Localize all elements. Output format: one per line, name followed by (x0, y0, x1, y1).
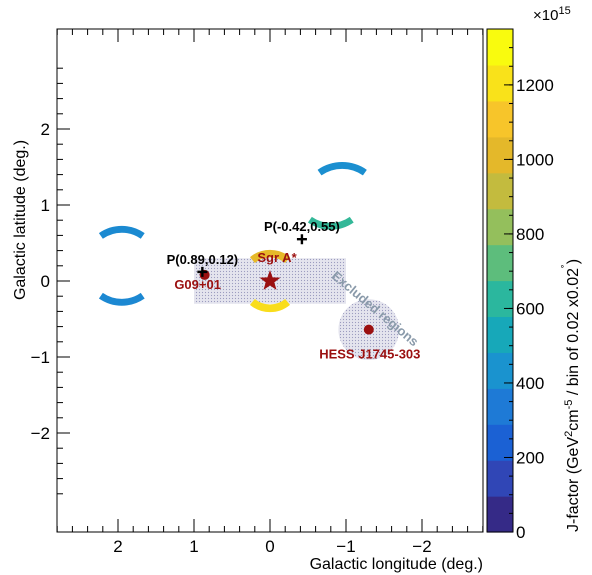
x-tick-label: 2 (113, 537, 122, 556)
colorbar-bin (487, 208, 513, 246)
source-marker (363, 324, 374, 335)
colorbar-tick-label: 600 (516, 299, 544, 318)
colorbar-bin (487, 100, 513, 138)
x-axis-title: Galactic longitude (deg.) (310, 556, 483, 573)
point-label: P(0.89,0.12) (167, 252, 239, 267)
y-tick-label: 0 (41, 272, 50, 291)
point-marker (296, 234, 307, 245)
colorbar-bin (487, 29, 513, 66)
point-label: P(-0.42,0.55) (264, 219, 340, 234)
roi-ring-bottom (249, 298, 291, 313)
roi-arc-upper-right (317, 162, 367, 176)
colorbar-tick-label: 200 (516, 448, 544, 467)
colorbar-bin (487, 136, 513, 174)
y-tick-label: 1 (41, 196, 50, 215)
colorbar-tick-label: 1200 (516, 76, 554, 95)
colorbar-frame (486, 28, 514, 533)
y-tick-label: −1 (31, 348, 50, 367)
sgr-a-star-marker (259, 270, 281, 290)
y-tick-label: 2 (41, 120, 50, 139)
colorbar-tick-label: 0 (516, 523, 525, 542)
source-label: G09+01 (174, 277, 221, 292)
colorbar-bin (487, 316, 513, 353)
colorbar-bin (487, 424, 513, 461)
colorbar-tick-label: 800 (516, 225, 544, 244)
colorbar-bin (487, 496, 513, 533)
colorbar-bin (487, 64, 513, 102)
colorbar-tick-label: 1000 (516, 150, 554, 169)
x-tick-label: −2 (412, 537, 431, 556)
y-tick-label: −2 (31, 424, 50, 443)
source-label: Sgr A* (257, 250, 297, 265)
source-label: HESS J1745-303 (319, 347, 420, 362)
colorbar-bin (487, 460, 513, 497)
x-tick-label: −1 (336, 537, 355, 556)
colorbar-title: J-factor (GeV2cm-5 / bin of 0.02 x0.02˚) (561, 259, 582, 532)
x-tick-label: 1 (189, 537, 198, 556)
point-marker (197, 266, 208, 277)
colorbar-bin (487, 244, 513, 282)
colorbar-bin (487, 172, 513, 210)
roi-arc-left-top (98, 225, 145, 239)
colorbar-bin (487, 388, 513, 425)
x-tick-label: 0 (265, 537, 274, 556)
colorbar-tick-label: 400 (516, 374, 544, 393)
y-axis-title: Galactic latitude (deg.) (12, 140, 29, 300)
roi-arc-left-bottom (98, 292, 145, 306)
roi-ring-top (249, 249, 291, 264)
roi-arc-right-smile (307, 216, 354, 230)
colorbar-bin (487, 280, 513, 318)
colorbar-exponent: ×1015 (533, 5, 571, 24)
